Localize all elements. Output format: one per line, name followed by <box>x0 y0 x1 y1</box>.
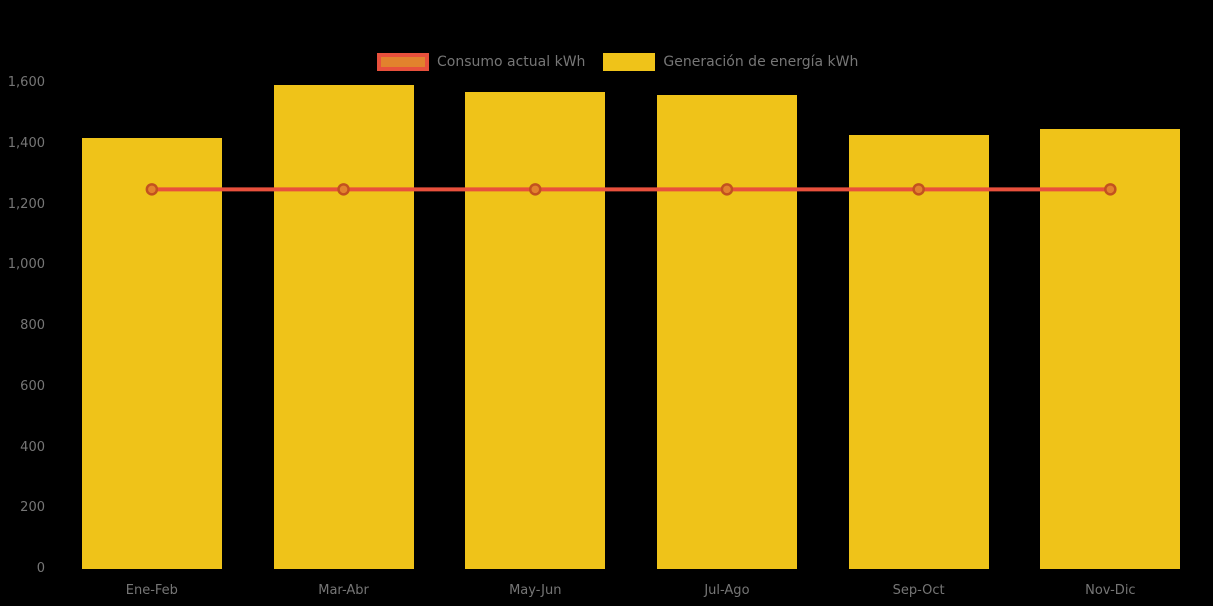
y-axis-tick-label: 200 <box>20 500 45 516</box>
y-axis-tick-label: 0 <box>36 561 45 576</box>
x-axis-label: Sep-Oct <box>892 583 945 598</box>
y-axis-tick-label: 400 <box>20 439 45 455</box>
legend-label-consumo: Consumo actual kWh <box>437 54 586 70</box>
x-axis-label: Nov-Dic <box>1085 583 1136 598</box>
bar-Jul-Ago[interactable] <box>656 95 797 569</box>
line-point-marker[interactable] <box>337 183 350 196</box>
bar-Nov-Dic[interactable] <box>1040 128 1181 569</box>
line-point-marker[interactable] <box>1104 183 1117 196</box>
line-point-marker[interactable] <box>912 183 925 196</box>
legend: Consumo actual kWh Generación de energía… <box>377 53 858 71</box>
x-axis-label: Mar-Abr <box>318 583 369 598</box>
y-axis-tick-label: 800 <box>20 318 45 333</box>
bar-Ene-Feb[interactable] <box>81 137 222 569</box>
y-axis-tick-label: 1,000 <box>7 257 45 273</box>
x-axis-label: Ene-Feb <box>125 583 178 598</box>
line-point-marker[interactable] <box>529 183 542 196</box>
bar-series-swatch-icon <box>603 53 656 71</box>
x-axis-label: May-Jun <box>509 583 562 598</box>
y-axis-tick-label: 1,600 <box>7 75 45 90</box>
line-series-swatch-icon <box>377 53 429 71</box>
legend-item-consumo-actual[interactable]: Consumo actual kWh <box>377 53 585 71</box>
x-axis-label: Jul-Ago <box>704 583 750 598</box>
y-axis-tick-label: 600 <box>20 378 45 394</box>
bar-Mar-Abr[interactable] <box>273 84 414 569</box>
bar-Sep-Oct[interactable] <box>848 134 989 569</box>
bar-May-Jun[interactable] <box>465 92 606 569</box>
line-point-marker[interactable] <box>145 183 159 196</box>
legend-item-generacion[interactable]: Generación de energía kWh <box>603 53 858 71</box>
y-axis-tick-label: 1,400 <box>7 135 45 151</box>
legend-label-generacion: Generación de energía kWh <box>663 54 859 70</box>
y-axis-tick-label: 1,200 <box>7 196 45 212</box>
line-point-marker[interactable] <box>720 183 734 196</box>
